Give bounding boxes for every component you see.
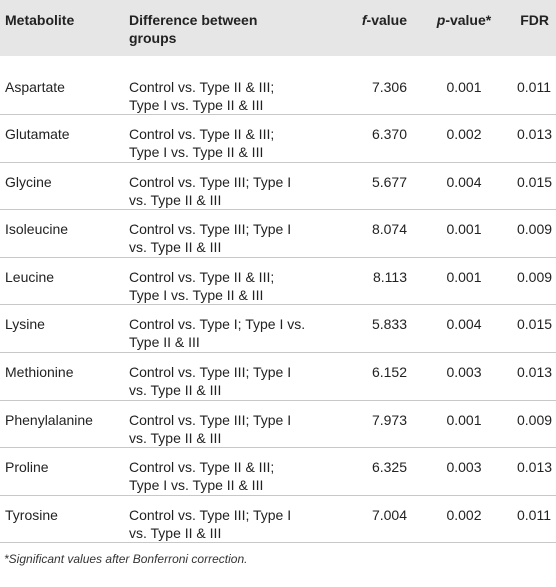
table-cell: 0.009: [517, 268, 553, 285]
table-cell: Control vs. Type II & III; Type I vs. Ty…: [129, 459, 275, 494]
table-cell: 5.677: [371, 173, 407, 190]
table-row: Isoleucine Control vs. Type III; Type I v…: [0, 210, 556, 258]
table-cell: 0.013: [517, 363, 553, 380]
table-cell: Glycine: [5, 173, 52, 190]
table-row: Phenylalanine Control vs. Type III; Type …: [0, 400, 556, 448]
table-row: Methionine Control vs. Type III; Type I v…: [0, 352, 556, 401]
table-cell: 0.004: [446, 316, 482, 333]
table-cell: Methionine: [5, 363, 74, 380]
header-text: FDR: [520, 12, 549, 28]
table-row: Leucine Control vs. Type II & III; Type I…: [0, 257, 556, 305]
table-cell: 0.002: [446, 506, 482, 523]
table-row: Glycine Control vs. Type III; Type I vs. …: [0, 162, 556, 210]
table-row: Lysine Control vs. Type I; Type I vs. Typ…: [0, 305, 556, 353]
table-row: Aspartate Control vs. Type II & III; Type…: [0, 56, 556, 115]
table-cell: 0.001: [446, 411, 482, 428]
table-cell: 0.003: [446, 459, 482, 476]
table-cell: 0.015: [517, 316, 553, 333]
header-cell: Difference between groups: [119, 0, 311, 56]
table-cell: Lysine: [5, 316, 45, 333]
table-cell: Control vs. Type II & III; Type I vs. Ty…: [129, 268, 275, 303]
table-cell: 6.370: [371, 126, 407, 142]
table-cell: Control vs. Type III; Type I vs. Type II…: [129, 506, 292, 541]
header-cell: FDR: [513, 0, 556, 56]
header-cell: p-value*: [415, 0, 513, 56]
table-cell: 0.011: [517, 506, 551, 523]
table-cell: 0.009: [517, 411, 553, 428]
table-cell: 0.013: [517, 126, 553, 142]
table-cell: Isoleucine: [5, 221, 69, 238]
table-cell: Tyrosine: [5, 506, 58, 523]
table-cell: 0.013: [517, 459, 553, 476]
table-cell: 0.009: [517, 221, 553, 238]
table-row: Proline Control vs. Type II & III; Type I…: [0, 448, 556, 496]
table-cell: 0.015: [517, 173, 553, 190]
table-cell: 0.001: [446, 268, 482, 285]
table-cell: 0.002: [446, 126, 482, 142]
header-text: Metabolite: [5, 12, 75, 28]
table-cell: Control vs. Type III; Type I vs. Type II…: [129, 221, 292, 256]
table-cell: 7.004: [371, 506, 407, 523]
table-row: Tyrosine Control vs. Type III; Type I vs.…: [0, 495, 556, 543]
footnote: *Significant values after Bonferroni cor…: [4, 552, 248, 567]
table-cell: Proline: [5, 459, 49, 476]
table-cell: Aspartate: [5, 79, 65, 95]
table-cell: 0.001: [446, 221, 482, 238]
table-cell: Control vs. Type II & III; Type I vs. Ty…: [129, 126, 275, 160]
table-body: Aspartate Control vs. Type II & III; Type…: [0, 56, 556, 543]
table-cell: Control vs. Type III; Type I vs. Type II…: [129, 363, 292, 398]
header-row: Metabolite Difference between groups f-val…: [0, 0, 556, 56]
table-cell: 0.011: [517, 79, 551, 95]
table-cell: 7.973: [371, 411, 407, 428]
table-cell: 8.074: [371, 221, 407, 238]
header-text: Difference between groups: [129, 12, 258, 46]
table-cell: Control vs. Type III; Type I vs. Type II…: [129, 411, 292, 446]
header-text: f-value: [361, 12, 407, 28]
table-cell: Phenylalanine: [5, 411, 93, 428]
header-cell: f-value: [311, 0, 415, 56]
header-cell: Metabolite: [0, 0, 119, 56]
table-cell: Glutamate: [5, 126, 70, 142]
table-cell: 0.003: [446, 363, 482, 380]
table-cell: 7.306: [371, 79, 407, 95]
table-cell: 0.001: [446, 79, 482, 95]
table-cell: Control vs. Type III; Type I vs. Type II…: [129, 173, 292, 208]
table-cell: 8.113: [373, 268, 407, 285]
table-cell: 6.325: [371, 459, 407, 476]
table-cell: 5.833: [371, 316, 407, 333]
table-cell: 6.152: [371, 363, 407, 380]
table-cell: Leucine: [5, 268, 55, 285]
table-row: Glutamate Control vs. Type II & III; Type…: [0, 115, 556, 163]
table-cell: Control vs. Type II & III; Type I vs. Ty…: [129, 79, 275, 113]
table-cell: 0.004: [446, 173, 482, 190]
table-cell: Control vs. Type I; Type I vs. Type II &…: [129, 316, 306, 351]
data-table: Metabolite Difference between groups f-val…: [0, 0, 556, 543]
header-text: p-value*: [436, 12, 492, 28]
